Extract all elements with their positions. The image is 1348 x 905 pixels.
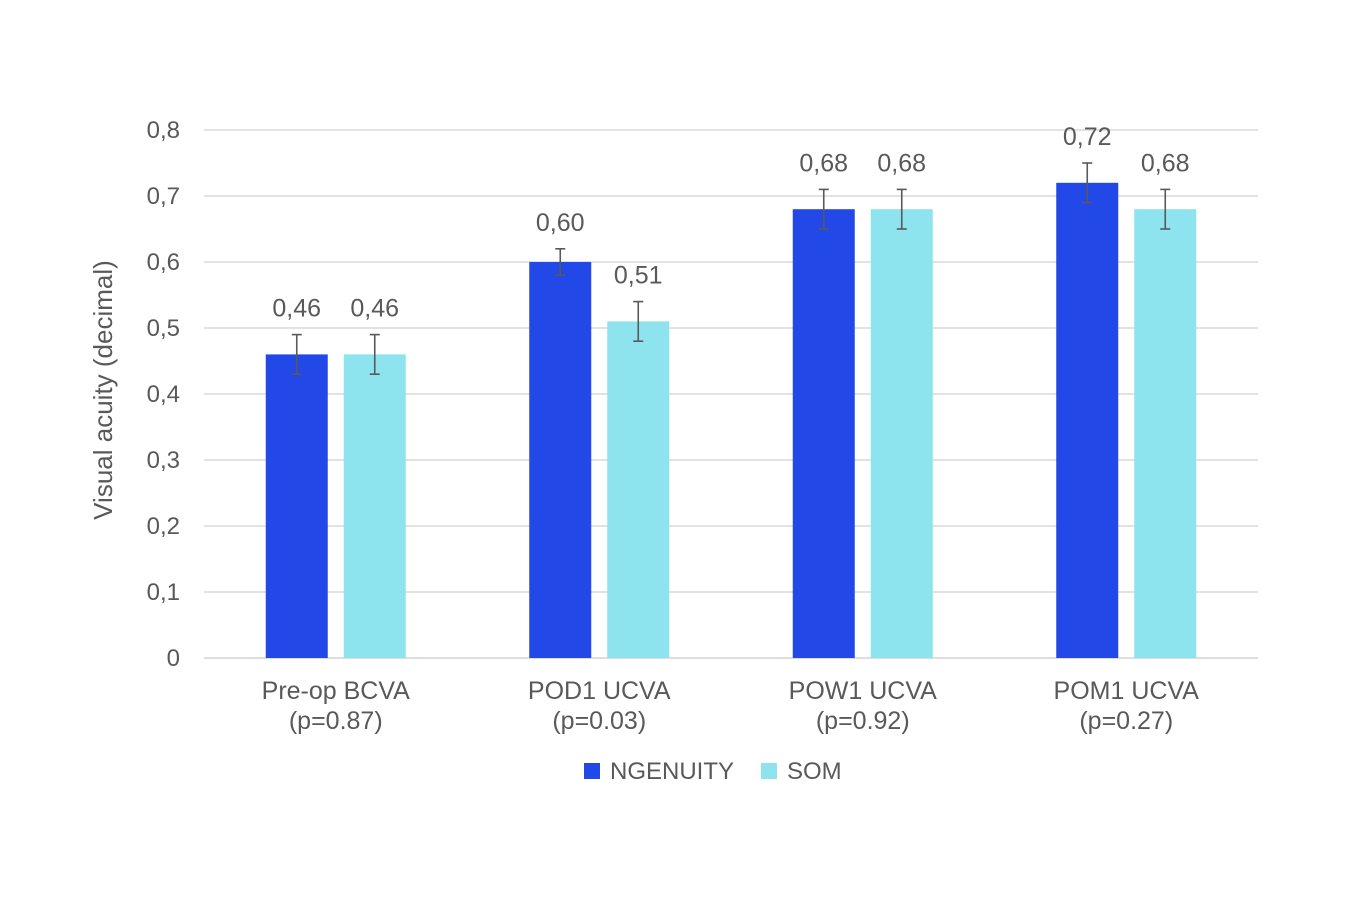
data-label: 0,68: [877, 149, 926, 177]
category-label: Pre-op BCVA: [262, 677, 411, 705]
legend: NGENUITY SOM: [584, 758, 842, 785]
category-p-value: (p=0.87): [289, 707, 383, 735]
data-label: 0,51: [614, 262, 663, 290]
data-label: 0,46: [272, 295, 321, 323]
y-tick-label: 0,6: [147, 249, 180, 276]
legend-label-som: SOM: [787, 758, 842, 785]
y-tick-label: 0,1: [147, 579, 180, 606]
y-tick-label: 0,4: [147, 381, 180, 408]
legend-swatch-ngenuity: [584, 763, 600, 779]
category-p-value: (p=0.03): [552, 707, 646, 735]
data-label: 0,68: [1141, 149, 1190, 177]
y-tick-label: 0,7: [147, 183, 180, 210]
bar-ngenuity-1: [529, 262, 592, 658]
y-tick-label: 0,5: [147, 315, 180, 342]
data-labels: 0,46 0,46 0,60 0,51 0,68 0,68 0,72 0,68: [272, 123, 1189, 323]
y-axis-ticks: 0 0,1 0,2 0,3 0,4 0,5 0,6 0,7 0,8: [147, 117, 180, 672]
bar-ngenuity-3: [1056, 182, 1119, 659]
y-tick-label: 0,2: [147, 513, 180, 540]
category-label: POD1 UCVA: [528, 677, 671, 705]
y-tick-label: 0,3: [147, 447, 180, 474]
bar-som-2: [870, 209, 933, 658]
category-label: POM1 UCVA: [1054, 677, 1200, 705]
error-bars: [291, 162, 1171, 376]
legend-swatch-som: [761, 763, 777, 779]
data-label: 0,68: [799, 149, 848, 177]
data-label: 0,46: [350, 295, 399, 323]
y-tick-label: 0,8: [147, 117, 180, 144]
category-p-value: (p=0.92): [816, 707, 910, 735]
data-label: 0,72: [1063, 123, 1112, 151]
bar-ngenuity-0: [265, 354, 328, 658]
y-axis-title: Visual acuity (decimal): [88, 260, 118, 520]
category-p-value: (p=0.27): [1079, 707, 1173, 735]
bar-som-0: [343, 354, 406, 658]
x-axis-categories: Pre-op BCVA(p=0.87) POD1 UCVA(p=0.03) POW1…: [262, 677, 1200, 735]
category-label: POW1 UCVA: [789, 677, 937, 705]
bar-som-3: [1134, 209, 1197, 658]
legend-label-ngenuity: NGENUITY: [610, 758, 734, 785]
bar-som-1: [607, 321, 670, 658]
bars: [265, 182, 1197, 659]
data-label: 0,60: [536, 209, 585, 237]
y-tick-label: 0: [167, 645, 180, 672]
bar-ngenuity-2: [792, 209, 855, 658]
